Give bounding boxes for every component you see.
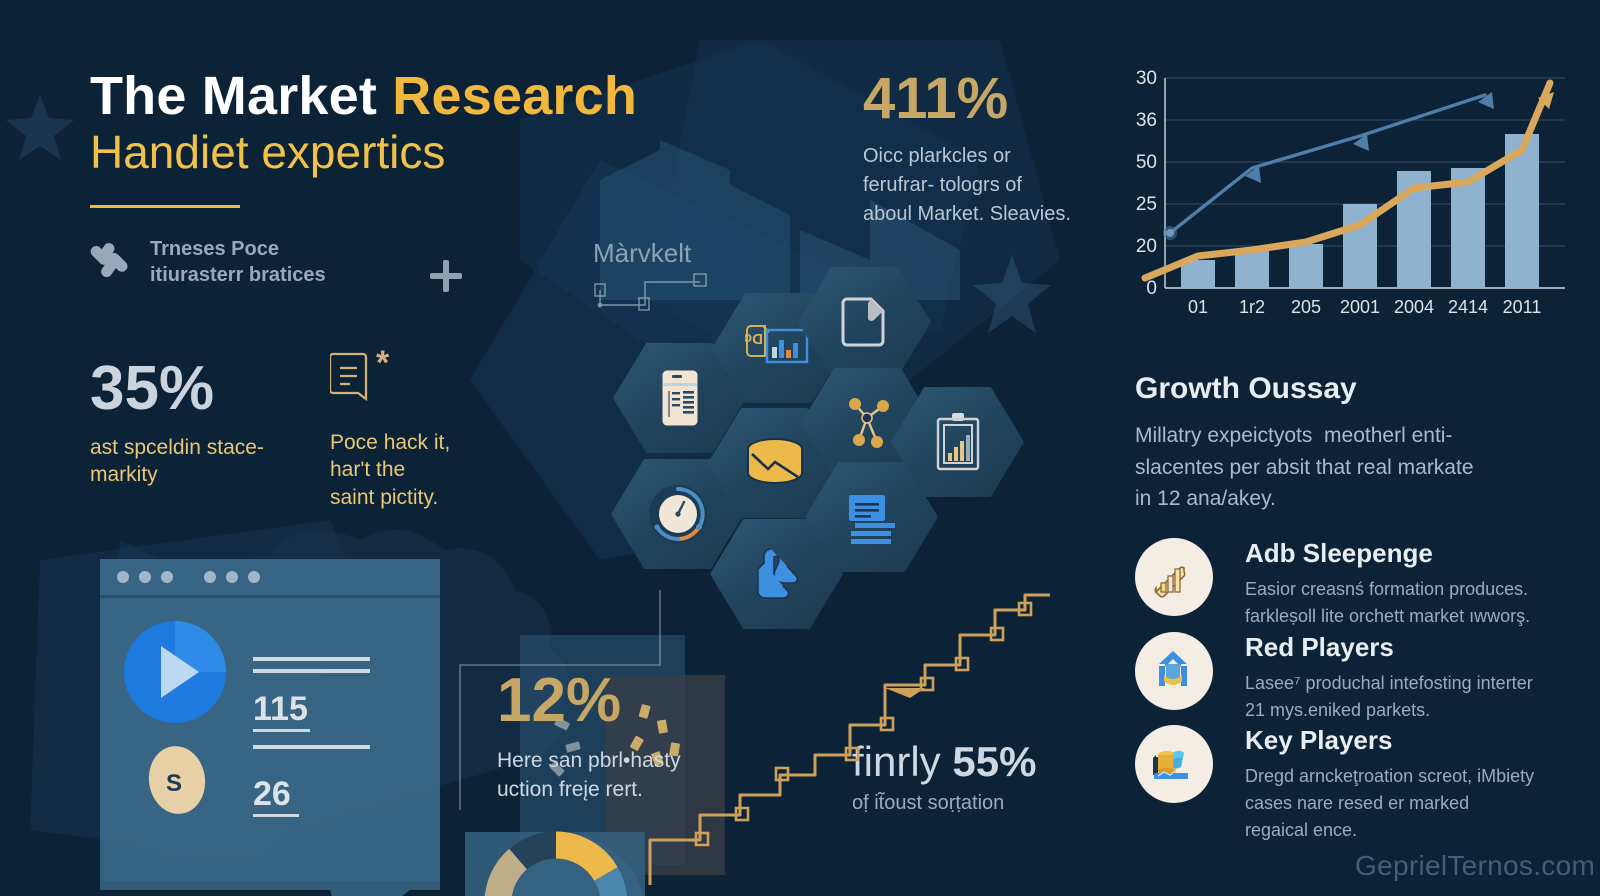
- svg-text:Doc: Doc: [745, 330, 763, 347]
